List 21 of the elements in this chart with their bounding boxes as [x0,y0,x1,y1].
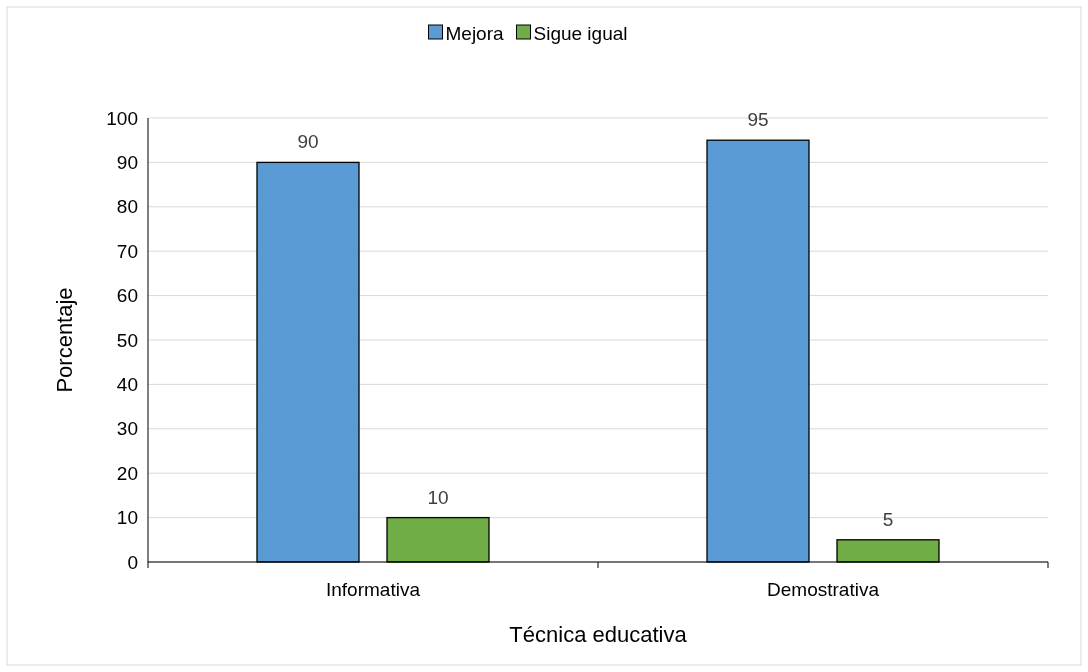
x-tick-label: Informativa [326,579,421,600]
y-tick-label: 10 [116,507,138,529]
data-label: 5 [882,508,894,530]
y-tick-label: 0 [127,551,138,573]
x-tick-label: Demostrativa [767,579,880,600]
y-tick-label: 20 [116,462,138,484]
y-tick-label: 90 [116,152,138,174]
y-tick-label: 50 [116,329,138,351]
y-tick-label: 30 [116,418,138,440]
x-axis-title: Técnica educativa [509,622,688,647]
y-tick-label: 80 [116,196,138,218]
data-label: 10 [427,486,449,508]
legend-label: Sigue igual [533,22,628,44]
y-tick-label: 40 [116,374,138,396]
legend-label: Mejora [445,22,505,44]
data-label: 90 [297,131,319,153]
y-axis-title: Porcentaje [52,287,77,393]
y-tick-label: 70 [116,240,138,262]
data-label: 95 [747,109,769,131]
y-tick-label: 60 [116,285,138,307]
y-tick-label: 100 [106,107,138,129]
